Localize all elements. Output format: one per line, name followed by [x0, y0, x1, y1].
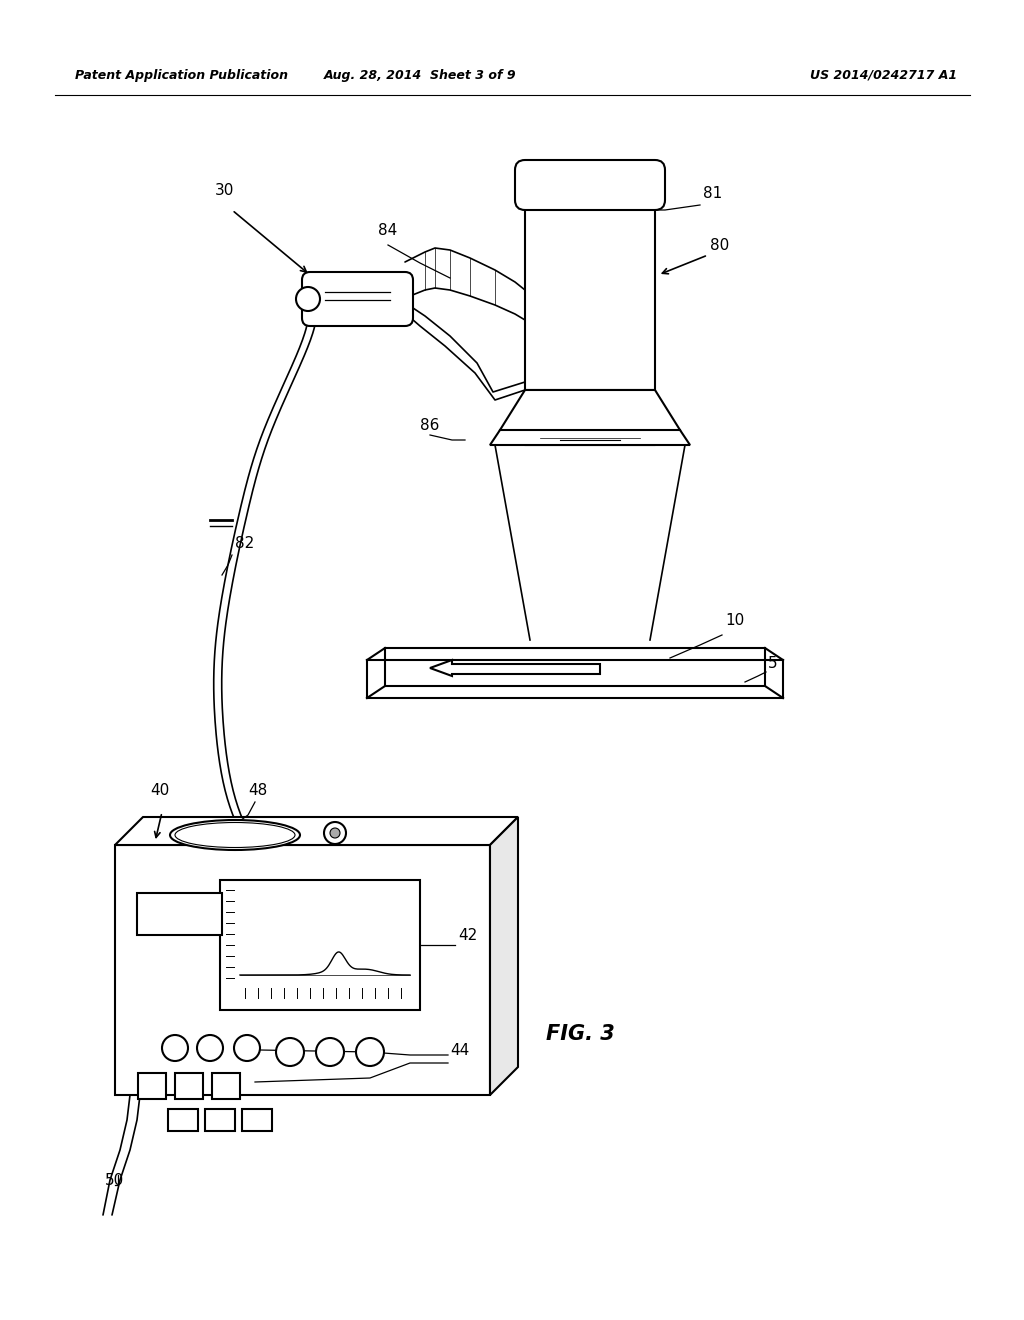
Text: 82: 82	[234, 536, 254, 550]
Text: 42: 42	[458, 928, 477, 942]
Bar	[115, 845, 490, 1096]
FancyBboxPatch shape	[302, 272, 413, 326]
Polygon shape	[490, 430, 690, 445]
Text: US 2014/0242717 A1: US 2014/0242717 A1	[810, 69, 957, 82]
Circle shape	[356, 1038, 384, 1067]
Circle shape	[197, 1035, 223, 1061]
Bar	[212, 1073, 240, 1100]
Ellipse shape	[175, 822, 295, 847]
Text: 50: 50	[105, 1173, 124, 1188]
Text: 44: 44	[450, 1043, 469, 1059]
Text: 30: 30	[215, 183, 234, 198]
Ellipse shape	[170, 820, 300, 850]
Polygon shape	[490, 817, 518, 1096]
Polygon shape	[500, 389, 680, 445]
Text: Aug. 28, 2014  Sheet 3 of 9: Aug. 28, 2014 Sheet 3 of 9	[324, 69, 516, 82]
Bar	[137, 894, 222, 935]
Text: 84: 84	[378, 223, 397, 238]
Bar	[242, 1109, 272, 1131]
Bar	[385, 648, 765, 686]
Polygon shape	[115, 817, 518, 845]
Circle shape	[234, 1035, 260, 1061]
Bar	[220, 880, 420, 1010]
Text: 81: 81	[703, 186, 722, 201]
Text: 10: 10	[725, 612, 744, 628]
FancyBboxPatch shape	[515, 160, 665, 210]
Bar	[168, 1109, 198, 1131]
Bar	[205, 1109, 234, 1131]
Circle shape	[296, 286, 319, 312]
Text: 48: 48	[248, 783, 267, 799]
Circle shape	[276, 1038, 304, 1067]
Text: 40: 40	[150, 783, 169, 799]
Circle shape	[316, 1038, 344, 1067]
Text: 86: 86	[420, 418, 439, 433]
Bar	[175, 1073, 203, 1100]
Text: 80: 80	[710, 238, 729, 253]
Text: FIG. 3: FIG. 3	[546, 1024, 614, 1044]
Circle shape	[162, 1035, 188, 1061]
Text: Patent Application Publication: Patent Application Publication	[75, 69, 288, 82]
Bar	[525, 185, 655, 389]
Bar	[138, 1073, 166, 1100]
Text: 5: 5	[768, 656, 777, 671]
Circle shape	[330, 828, 340, 838]
Circle shape	[324, 822, 346, 843]
Polygon shape	[430, 660, 600, 676]
